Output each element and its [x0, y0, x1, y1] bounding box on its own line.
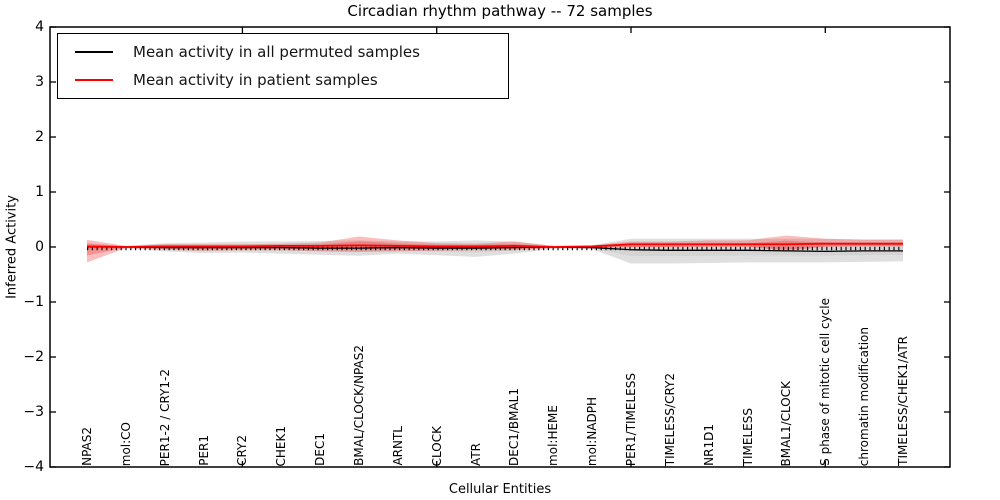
x-tick-label: S phase of mitotic cell cycle [818, 298, 833, 466]
x-tick-label: PER1 [196, 435, 211, 466]
x-tick-label: mol:NADPH [585, 396, 600, 466]
legend-box: Mean activity in all permuted samples Me… [57, 33, 509, 99]
patient-line-swatch [75, 78, 113, 81]
x-tick-label: BMAL/CLOCK/NPAS2 [352, 345, 366, 466]
x-tick-label: mol:CO [118, 421, 133, 466]
x-tick-label: NPAS2 [80, 427, 94, 466]
y-tick-label: −3 [23, 404, 44, 420]
x-tick-label: TIMELESS [740, 407, 755, 466]
x-tick-label: ARNTL [390, 426, 405, 466]
x-tick-label: NR1D1 [701, 424, 716, 466]
y-tick-label: 3 [35, 74, 44, 90]
x-tick-label: CLOCK [429, 425, 444, 466]
x-tick-label: DEC1/BMAL1 [507, 388, 522, 466]
y-tick-label: 2 [35, 129, 44, 145]
y-tick-label: −4 [23, 459, 44, 475]
y-tick-label: −1 [23, 294, 44, 310]
legend-label-patient: Mean activity in patient samples [133, 70, 378, 89]
legend-item-patient: Mean activity in patient samples [58, 71, 508, 89]
x-tick-label: CRY2 [235, 435, 250, 466]
x-tick-label: CHEK1 [274, 425, 289, 467]
legend-label-permuted: Mean activity in all permuted samples [133, 43, 420, 62]
x-axis-label: Cellular Entities [448, 482, 552, 497]
legend-item-permuted: Mean activity in all permuted samples [58, 43, 508, 61]
x-tick-label: PER1-2 / CRY1-2 [157, 368, 172, 466]
x-tick-label: mol:HEME [546, 405, 561, 466]
y-tick-label: 0 [35, 239, 44, 255]
x-tick-label: chromatin modification [857, 326, 872, 466]
x-tick-label: TIMELESS/CHEK1/ATR [896, 336, 910, 466]
permuted-mean-line [87, 246, 903, 253]
patient-mean-line [86, 242, 903, 248]
permuted-line-swatch [75, 51, 113, 54]
y-tick-label: −2 [23, 349, 44, 365]
chart-title: Circadian rhythm pathway -- 72 samples [347, 2, 653, 20]
x-tick-label: BMAL1/CLOCK [779, 380, 794, 467]
x-tick-label: ATR [468, 443, 483, 466]
y-tick-label: 1 [35, 184, 44, 200]
x-tick-label: PER1/TIMELESS [624, 372, 638, 466]
x-tick-label: TIMELESS/CRY2 [662, 372, 677, 466]
x-tick-label: DEC1 [313, 433, 328, 466]
y-tick-label: 4 [35, 19, 44, 35]
